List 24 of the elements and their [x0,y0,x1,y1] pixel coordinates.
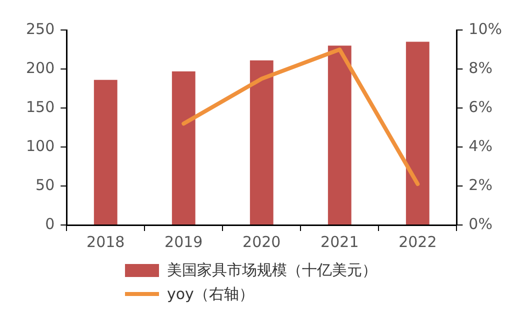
bar [250,60,274,224]
y-tick-label: 150 [26,98,55,116]
legend-label: yoy（右轴） [167,284,254,304]
x-tick-label: 2020 [242,232,281,251]
y2-tick-label: 10% [468,20,502,38]
y-tick-label: 250 [26,20,55,38]
bar [172,71,196,224]
y-tick-label: 0 [45,214,55,233]
y2-tick-label: 0% [468,214,492,233]
y2-tick-label: 2% [468,176,492,194]
x-tick-label: 2022 [398,232,437,251]
bar [328,46,352,224]
x-tick-label: 2018 [86,232,125,251]
x-tick-label: 2019 [164,232,203,251]
y2-tick-label: 8% [468,58,492,77]
y-tick-label: 200 [26,58,55,77]
x-tick-label: 2021 [320,232,359,251]
bar [94,80,118,224]
y-tick-label: 100 [26,136,55,155]
y2-tick-label: 4% [468,136,492,155]
y-tick-label: 50 [36,176,55,194]
bar [406,42,430,224]
y2-tick-label: 6% [468,98,492,116]
legend-label: 美国家具市场规模（十亿美元） [167,260,377,280]
